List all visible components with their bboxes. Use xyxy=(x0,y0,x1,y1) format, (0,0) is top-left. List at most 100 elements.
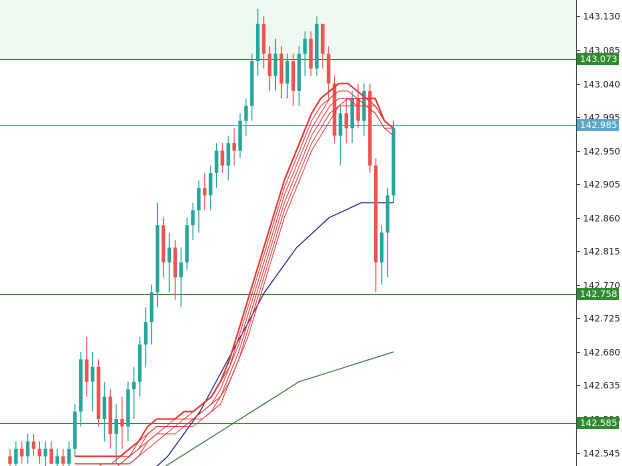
ema-ribbon xyxy=(74,82,395,466)
candle-body xyxy=(250,61,254,106)
tick-label: 142.905 xyxy=(583,181,620,191)
level-tag xyxy=(577,288,619,300)
tick-label: 142.860 xyxy=(583,215,620,225)
level-price-tags: 143.073 142.985 142.758 142.585 xyxy=(577,53,619,429)
candle-body xyxy=(191,210,195,226)
ema-line xyxy=(74,98,394,465)
level-tag xyxy=(577,119,619,131)
ma-green-line xyxy=(164,351,394,466)
candle-body xyxy=(197,187,201,211)
y-axis-ticks: 143.130 143.085 143.040 142.995 142.950 142.9… xyxy=(576,13,620,460)
ema-line xyxy=(74,82,395,458)
candle-body xyxy=(31,441,36,449)
candle-body xyxy=(149,292,154,323)
candle-body xyxy=(143,322,148,345)
candle-body xyxy=(120,419,124,427)
candle-body xyxy=(350,98,354,129)
resistance-zone xyxy=(0,0,576,59)
candle-body xyxy=(344,113,349,129)
candle-body xyxy=(391,128,396,196)
candle-body xyxy=(126,389,130,427)
tick-label: 142.995 xyxy=(583,114,620,124)
candle-body xyxy=(108,396,113,434)
ema-line xyxy=(117,105,394,466)
candle-body xyxy=(385,195,390,233)
candle-body xyxy=(84,359,89,382)
candle-body xyxy=(232,143,236,151)
candle-body xyxy=(297,53,301,91)
candle-body xyxy=(326,53,331,84)
candle-body xyxy=(173,247,177,278)
ma-blue-path xyxy=(156,202,394,466)
tick-label: 142.545 xyxy=(583,450,620,460)
candle-body xyxy=(96,366,101,420)
candle-body xyxy=(8,456,12,464)
candle-body xyxy=(315,23,319,69)
tick-label: 143.085 xyxy=(583,47,620,57)
candle-body xyxy=(114,419,118,434)
candle-body xyxy=(132,381,136,390)
tick-label: 142.680 xyxy=(583,349,620,359)
candle-body xyxy=(238,120,242,151)
candle-body xyxy=(167,247,172,263)
candle-body xyxy=(338,113,343,136)
candle-body xyxy=(303,38,307,54)
candle-body xyxy=(61,456,65,464)
level-tag-label: 142.985 xyxy=(580,121,617,131)
level-tag-label: 143.073 xyxy=(580,55,617,65)
candle-body xyxy=(220,150,225,166)
candle-body xyxy=(208,172,213,196)
candle-body xyxy=(279,53,284,84)
tick-label: 143.040 xyxy=(583,81,620,91)
candle-body xyxy=(25,441,30,457)
candle-body xyxy=(291,61,295,91)
candle-body xyxy=(214,150,219,173)
tick-label: 142.815 xyxy=(583,248,620,258)
candle-body xyxy=(161,225,166,263)
candle-body xyxy=(37,448,42,457)
candle-body xyxy=(20,448,24,457)
candle-body xyxy=(285,61,290,84)
tick-label: 142.635 xyxy=(583,382,620,392)
level-tag-label: 142.758 xyxy=(580,290,617,300)
level-tag xyxy=(577,53,619,65)
tick-label: 142.770 xyxy=(583,282,620,292)
candle-body xyxy=(155,225,160,293)
candle-body xyxy=(273,53,278,77)
horizontal-levels xyxy=(0,59,576,424)
candle-body xyxy=(202,187,207,196)
level-tag-label: 142.585 xyxy=(580,419,617,429)
candle-body xyxy=(309,38,313,69)
candle-body xyxy=(244,105,248,121)
candle-body xyxy=(256,23,260,62)
candle-body xyxy=(55,456,59,464)
candle-body xyxy=(67,448,71,464)
candle-body xyxy=(73,411,77,449)
candle-body xyxy=(267,53,272,77)
candle-body xyxy=(49,448,54,464)
candle-body xyxy=(43,448,48,457)
tick-label: 142.725 xyxy=(583,315,620,325)
candle-body xyxy=(14,448,18,464)
tick-label: 142.950 xyxy=(583,148,620,158)
candle-body xyxy=(368,90,372,166)
ma-green-path xyxy=(164,351,394,466)
candle-body xyxy=(138,344,142,382)
level-tag xyxy=(577,417,619,429)
candle-body xyxy=(185,225,189,263)
candle-body xyxy=(102,396,107,420)
tick-label: 143.130 xyxy=(583,13,620,23)
candle-body xyxy=(90,366,95,382)
candle-body xyxy=(379,232,384,263)
candle-body xyxy=(179,262,183,278)
candle-body xyxy=(79,359,83,412)
candle-body xyxy=(320,23,325,54)
candles xyxy=(8,8,396,466)
candle-body xyxy=(226,143,231,166)
candle-body xyxy=(374,165,378,263)
candle-body xyxy=(261,23,266,54)
candle-body xyxy=(356,98,360,121)
ma-blue-line xyxy=(156,202,394,466)
